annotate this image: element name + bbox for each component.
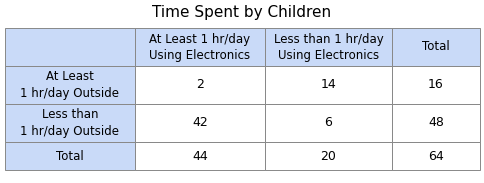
Text: 6: 6	[324, 117, 332, 130]
Bar	[264, 28, 391, 66]
Bar	[264, 142, 391, 170]
Text: 14: 14	[320, 79, 336, 92]
Text: 2: 2	[196, 79, 203, 92]
Text: At Least
1 hr/day Outside: At Least 1 hr/day Outside	[20, 70, 119, 100]
Bar	[391, 104, 479, 142]
Bar	[391, 66, 479, 104]
Bar	[264, 66, 391, 104]
Bar	[135, 104, 264, 142]
Text: 42: 42	[192, 117, 208, 130]
Text: 48: 48	[427, 117, 443, 130]
Bar	[391, 28, 479, 66]
Bar	[5, 142, 135, 170]
Text: Total: Total	[56, 150, 84, 163]
Text: Time Spent by Children: Time Spent by Children	[152, 5, 331, 20]
Text: 16: 16	[427, 79, 443, 92]
Text: Less than
1 hr/day Outside: Less than 1 hr/day Outside	[20, 109, 119, 137]
Text: At Least 1 hr/day
Using Electronics: At Least 1 hr/day Using Electronics	[149, 33, 250, 61]
Text: Less than 1 hr/day
Using Electronics: Less than 1 hr/day Using Electronics	[273, 33, 382, 61]
Bar	[264, 104, 391, 142]
Bar	[5, 104, 135, 142]
Bar	[135, 28, 264, 66]
Bar	[135, 142, 264, 170]
Text: 44: 44	[192, 150, 208, 163]
Text: Total: Total	[421, 40, 449, 53]
Bar	[135, 66, 264, 104]
Bar	[5, 66, 135, 104]
Text: 20: 20	[320, 150, 336, 163]
Bar	[391, 142, 479, 170]
Text: 64: 64	[427, 150, 443, 163]
Bar	[5, 28, 135, 66]
